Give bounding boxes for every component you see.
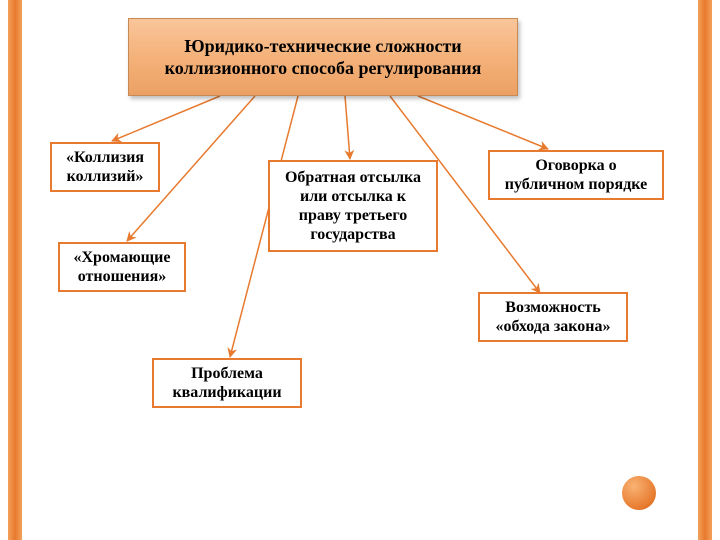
node-collision-of-collisions: «Коллизия коллизий»: [50, 142, 160, 192]
node-law-evasion: Возможность «обхода закона»: [478, 292, 628, 342]
node-label: «Хромающие отношения»: [70, 248, 174, 286]
side-band-left: [8, 0, 22, 540]
root-box: Юридико-технические сложности коллизионн…: [128, 18, 518, 96]
pager-dot: [622, 476, 656, 510]
node-label: Проблема квалификации: [164, 364, 290, 402]
node-label: Оговорка о публичном порядке: [500, 156, 652, 194]
side-band-right: [698, 0, 712, 540]
node-label: Возможность «обхода закона»: [490, 298, 616, 336]
node-renvoi: Обратная отсылка или отсылка к праву тре…: [268, 160, 438, 252]
node-limping-relations: «Хромающие отношения»: [58, 242, 186, 292]
node-label: «Коллизия коллизий»: [62, 148, 148, 186]
slide: Юридико-технические сложности коллизионн…: [0, 0, 720, 540]
node-label: Обратная отсылка или отсылка к праву тре…: [280, 168, 426, 245]
root-text: Юридико-технические сложности коллизионн…: [137, 35, 509, 80]
node-qualification-problem: Проблема квалификации: [152, 358, 302, 408]
node-public-order: Оговорка о публичном порядке: [488, 150, 664, 200]
